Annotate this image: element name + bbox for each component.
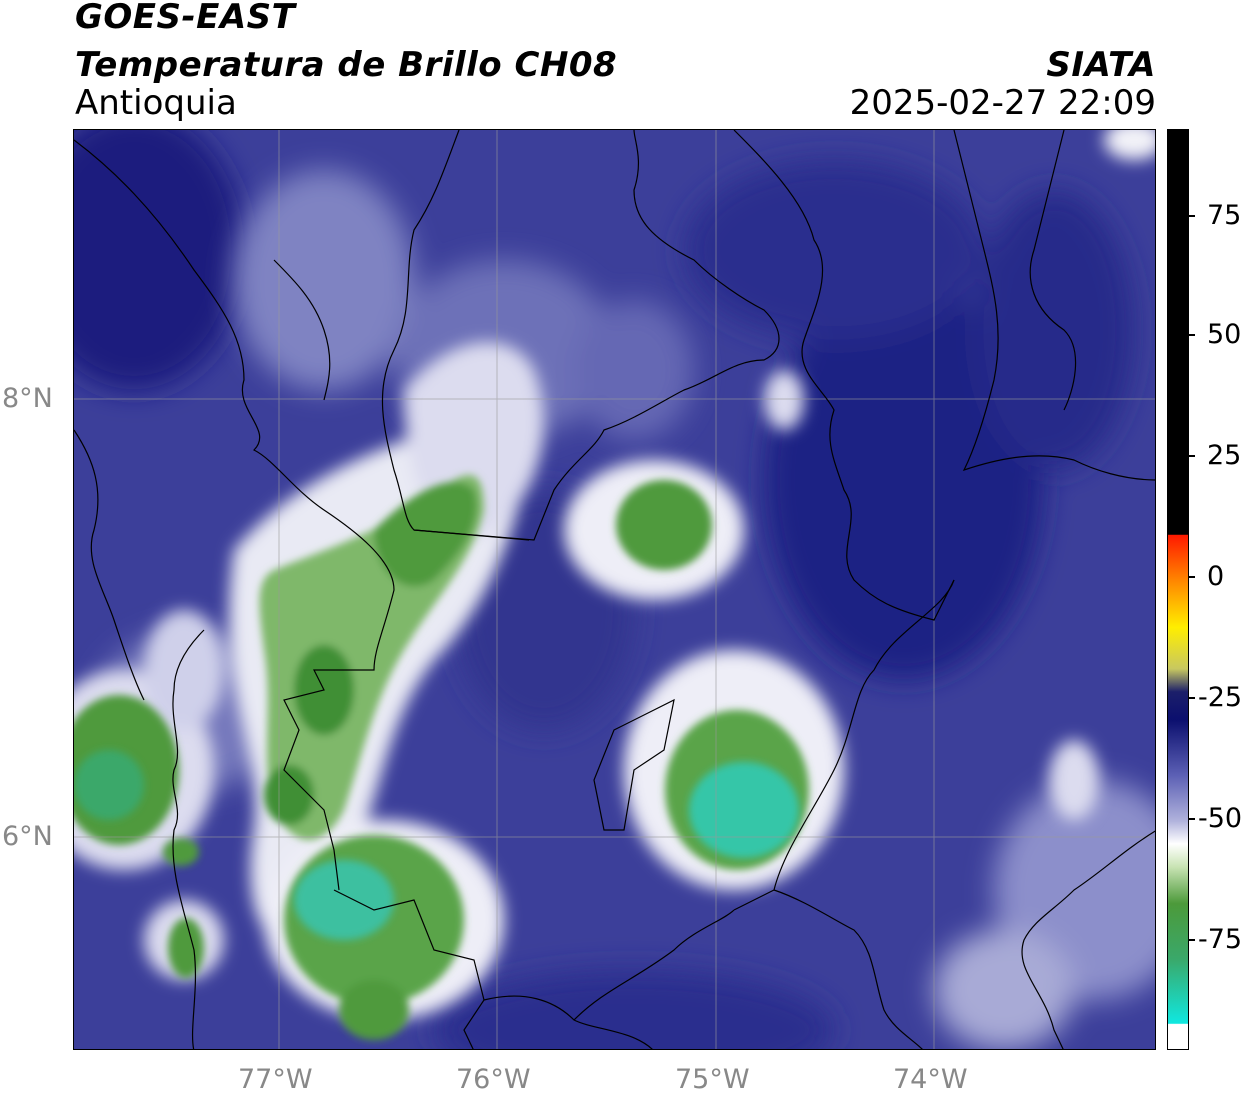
colorbar-tick [1189, 455, 1195, 457]
org-label: SIATA [1046, 45, 1156, 85]
colorbar [1167, 129, 1189, 1050]
datetime-label: 2025-02-27 22:09 [849, 83, 1156, 123]
colorbar-tick [1189, 334, 1195, 336]
colorbar-tick [1189, 939, 1195, 941]
lon-label-74w: 74°W [893, 1064, 968, 1095]
colorbar-label-25: 25 [1207, 440, 1242, 471]
colorbar-label-75: 75 [1207, 200, 1242, 231]
region-label: Antioquia [75, 83, 237, 123]
lat-label-6n: 6°N [2, 821, 53, 852]
lon-label-77w: 77°W [238, 1064, 313, 1095]
map-canvas [74, 130, 1155, 1049]
colorbar-tick [1189, 215, 1195, 217]
colorbar-label-0: 0 [1207, 561, 1225, 592]
colorbar-label-minus50: -50 [1198, 803, 1243, 834]
colorbar-label-minus75: -75 [1198, 924, 1243, 955]
lon-label-75w: 75°W [675, 1064, 750, 1095]
colorbar-tick [1189, 576, 1195, 578]
lat-label-8n: 8°N [2, 383, 53, 414]
colorbar-tick [1189, 697, 1195, 699]
colorbar-label-50: 50 [1207, 319, 1242, 350]
product-title: Temperatura de Brillo CH08 [75, 45, 618, 85]
lon-label-76w: 76°W [456, 1064, 531, 1095]
graticule [74, 130, 1155, 1049]
colorbar-tick [1189, 818, 1195, 820]
colorbar-gradient [1168, 130, 1188, 1049]
colorbar-label-minus25: -25 [1198, 682, 1243, 713]
borders [74, 130, 1155, 1049]
deep-blue-regions [74, 130, 1134, 1049]
satellite-title: GOES-EAST [75, 0, 296, 37]
satellite-map[interactable] [73, 129, 1156, 1050]
